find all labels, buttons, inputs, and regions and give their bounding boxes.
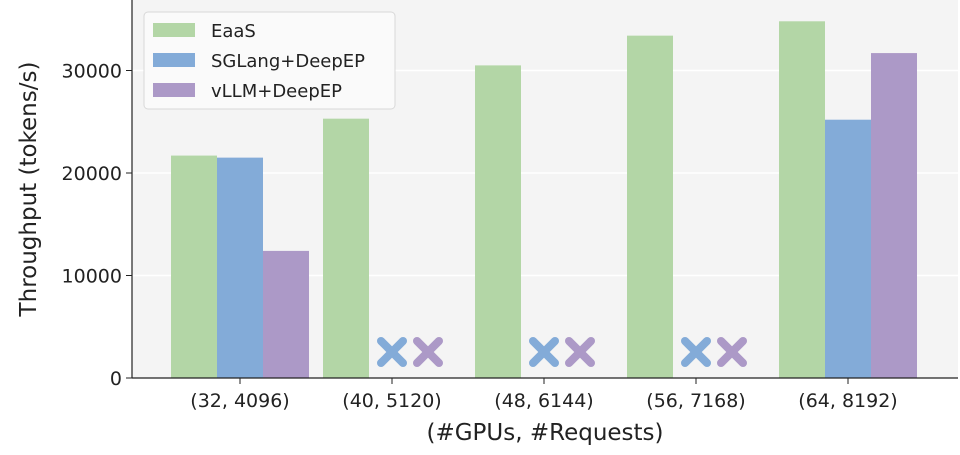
legend-label: SGLang+DeepEP bbox=[211, 51, 365, 72]
legend-label: vLLM+DeepEP bbox=[211, 81, 342, 102]
x-mark-stroke bbox=[565, 337, 595, 367]
x-tick-label: (40, 5120) bbox=[342, 390, 441, 412]
x-mark-stroke bbox=[717, 337, 747, 367]
x-mark-stroke bbox=[413, 337, 443, 367]
legend-box bbox=[143, 11, 396, 110]
bar-vllm-deepep bbox=[263, 250, 309, 378]
legend-swatch bbox=[153, 23, 195, 37]
x-axis-label: (#GPUs, #Requests) bbox=[426, 420, 663, 446]
missing-marker-sglang-deepep bbox=[681, 337, 711, 367]
missing-marker-vllm-deepep bbox=[413, 337, 443, 367]
missing-marker-sglang-deepep bbox=[377, 337, 407, 367]
bar-sglang-deepep bbox=[217, 157, 263, 378]
bar-sglang-deepep bbox=[825, 119, 871, 378]
bar-eaas bbox=[171, 155, 217, 378]
bar-eaas bbox=[475, 65, 521, 378]
x-mark-stroke bbox=[529, 337, 559, 367]
x-tick-label: (48, 6144) bbox=[494, 390, 593, 412]
y-tick-label: 20000 bbox=[62, 163, 122, 185]
x-tick-label: (32, 4096) bbox=[190, 390, 289, 412]
bar-eaas bbox=[627, 35, 673, 379]
x-mark-stroke bbox=[377, 337, 407, 367]
legend: EaaS SGLang+DeepEP vLLM+DeepEP bbox=[143, 11, 396, 110]
bar-eaas bbox=[323, 118, 369, 379]
legend-swatch bbox=[153, 83, 195, 97]
legend-label: EaaS bbox=[211, 21, 256, 42]
bar-vllm-deepep bbox=[871, 53, 917, 378]
y-tick-label: 30000 bbox=[62, 61, 122, 83]
y-tick-label: 0 bbox=[110, 368, 122, 390]
missing-marker-sglang-deepep bbox=[529, 337, 559, 367]
x-tick-label: (56, 7168) bbox=[646, 390, 745, 412]
x-mark-stroke bbox=[681, 337, 711, 367]
missing-marker-vllm-deepep bbox=[717, 337, 747, 367]
bar-eaas bbox=[779, 21, 825, 379]
y-axis-label: Throughput (tokens/s) bbox=[16, 62, 42, 318]
legend-swatch bbox=[153, 53, 195, 67]
missing-marker-vllm-deepep bbox=[565, 337, 595, 367]
y-tick-label: 10000 bbox=[62, 266, 122, 288]
x-tick-label: (64, 8192) bbox=[798, 390, 897, 412]
